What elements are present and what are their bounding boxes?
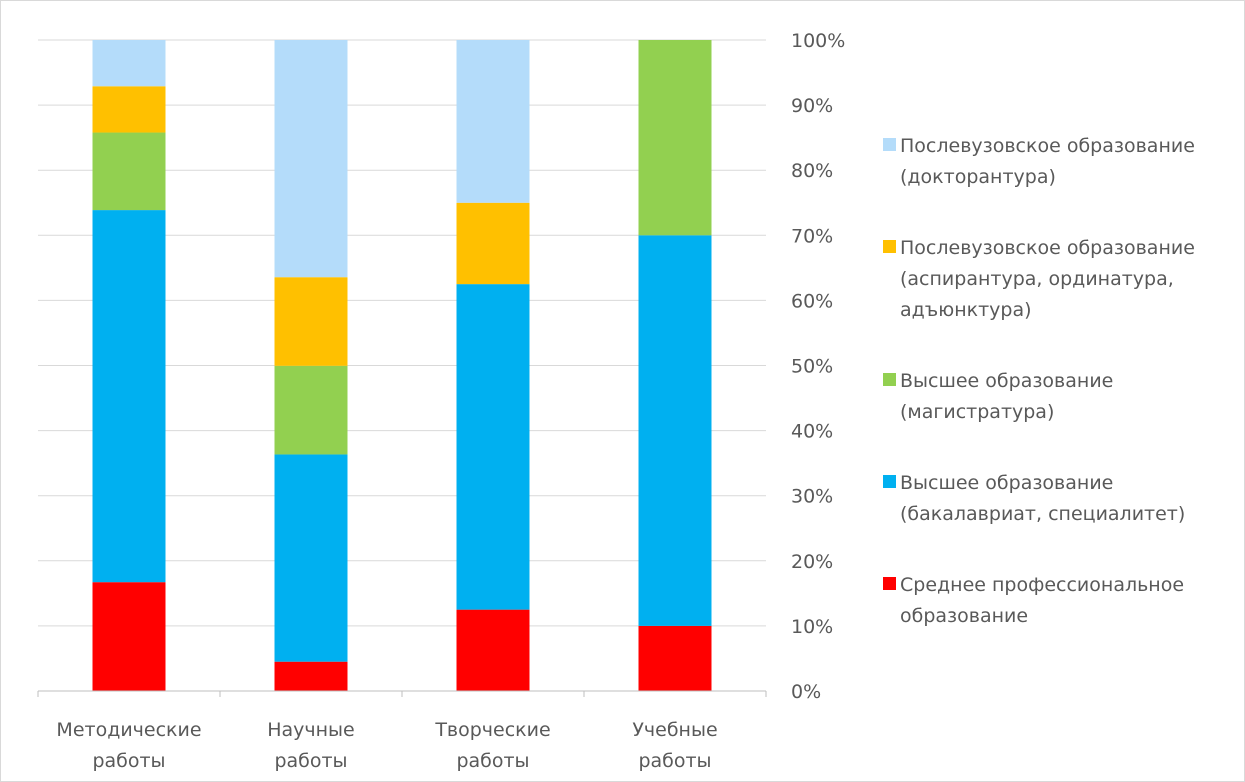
bar-segment xyxy=(92,582,166,691)
bar-segment xyxy=(456,202,530,285)
bar-segment xyxy=(638,235,712,626)
y-tick-label: 0% xyxy=(791,681,821,703)
legend-entry: Высшее образование (магистратура) xyxy=(900,370,1113,423)
x-category-label: Методические работы xyxy=(56,719,201,772)
y-tick-label: 60% xyxy=(791,290,833,312)
legend-entry: Послевузовское образование (аспирантура, … xyxy=(900,237,1195,321)
legend-entry: Высшее образование (бакалавриат, специали… xyxy=(900,472,1185,525)
legend-entry: Послевузовское образование (докторантура) xyxy=(900,135,1195,188)
bar-segment xyxy=(274,40,348,278)
bar-segment xyxy=(92,210,166,583)
legend-swatch xyxy=(883,373,896,386)
bar-segment xyxy=(274,454,348,662)
legend-entry: Среднее профессиональное образование xyxy=(900,574,1184,627)
bar-segment xyxy=(456,284,530,610)
bars xyxy=(92,40,712,691)
x-axis-category-labels: Методические работы Научные работы Творчески… xyxy=(56,719,717,772)
y-tick-label: 80% xyxy=(791,160,833,182)
bar-segment xyxy=(274,661,348,691)
x-category-label: Творческие работы xyxy=(434,719,550,772)
bar-segment xyxy=(92,40,166,87)
y-tick-label: 30% xyxy=(791,486,833,508)
bar-segment xyxy=(638,625,712,691)
legend-swatch xyxy=(883,138,896,151)
x-category-label: Научные работы xyxy=(267,719,355,772)
bar-segment xyxy=(638,40,712,236)
x-category-label: Учебные работы xyxy=(632,719,717,772)
legend-swatch xyxy=(883,475,896,488)
bar-segment xyxy=(274,277,348,366)
y-tick-label: 70% xyxy=(791,225,833,247)
x-axis xyxy=(37,690,767,697)
bar-segment xyxy=(274,365,348,455)
legend-swatch xyxy=(883,577,896,590)
y-tick-label: 20% xyxy=(791,551,833,573)
y-tick-label: 40% xyxy=(791,421,833,443)
bar-segment xyxy=(456,609,530,691)
y-tick-label: 100% xyxy=(791,30,845,52)
y-tick-label: 10% xyxy=(791,616,833,638)
bar-segment xyxy=(92,86,166,133)
y-tick-label: 90% xyxy=(791,95,833,117)
bar-segment xyxy=(456,40,530,203)
y-tick-label: 50% xyxy=(791,356,833,378)
bar-segment xyxy=(92,132,166,211)
y-axis-tick-labels: 0% 10% 20% 30% 40% 50% 60% 70% 80% 90% 100% xyxy=(791,30,845,703)
legend-swatch xyxy=(883,240,896,253)
legend: Послевузовское образование (докторантура)… xyxy=(883,135,1195,627)
